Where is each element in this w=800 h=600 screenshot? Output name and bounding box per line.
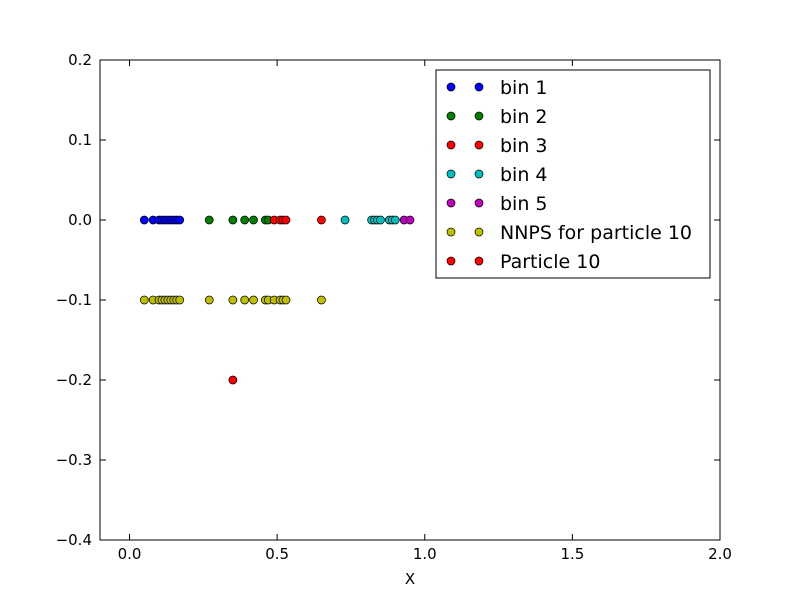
legend-marker [446,140,456,150]
legend-label: bin 2 [500,106,548,128]
data-points [139,215,415,385]
y-tick-label: −0.4 [56,531,92,549]
x-tick-label: 2.0 [708,545,732,563]
legend-marker [474,140,484,150]
data-point-series-1 [139,215,149,225]
data-point-series-7 [228,375,238,385]
legend-marker [446,256,456,266]
data-point-series-6 [249,295,258,305]
y-tick-label: 0.0 [68,211,92,229]
x-tick-label: 0.5 [265,545,289,563]
data-point-series-2 [249,215,258,225]
data-point-series-2 [228,215,238,225]
data-point-series-6 [240,295,250,305]
data-point-series-6 [204,295,214,305]
data-point-series-4 [376,215,385,225]
legend-marker [446,198,456,208]
y-tick-label: −0.3 [56,451,92,469]
legend-marker [474,227,484,237]
data-point-series-6 [317,295,326,305]
data-point-series-6 [281,295,291,305]
axis-ticks: 0.0 0.5 1.0 1.5 2.0 0.2 0.1 0.0 −0.1 −0.2 −0.3 −0.4 [56,51,732,563]
data-point-series-6 [175,295,185,305]
legend-marker [446,111,456,121]
legend-label: bin 4 [500,164,548,186]
legend-marker [474,256,484,266]
y-tick-label: −0.1 [56,291,92,309]
x-tick-label: 0.0 [118,545,142,563]
legend-label: bin 3 [500,135,548,157]
legend-marker [446,82,456,92]
legend-marker [446,169,456,179]
data-point-series-2 [240,215,250,225]
legend: bin 1 bin 2 bin 3 bin 4 bin 5 NNPS for partic… [435,69,711,279]
legend-label: Particle 10 [500,251,600,273]
data-point-series-4 [340,215,350,225]
data-point-series-4 [390,215,400,225]
legend-label: bin 5 [500,193,548,215]
legend-marker [474,111,484,121]
data-point-series-2 [204,215,214,225]
x-axis-label: X [405,570,415,588]
data-point-series-5 [405,215,415,225]
y-tick-label: 0.1 [68,131,92,149]
data-point-series-6 [139,295,149,305]
data-point-series-1 [175,215,185,225]
data-point-series-3 [317,215,326,225]
y-tick-label: 0.2 [68,51,92,69]
legend-label: bin 1 [500,77,548,99]
legend-marker [446,227,456,237]
legend-marker [474,198,484,208]
data-point-series-6 [228,295,238,305]
x-tick-label: 1.5 [560,545,584,563]
x-tick-label: 1.0 [413,545,437,563]
legend-label: NNPS for particle 10 [500,222,692,244]
y-tick-label: −0.2 [56,371,92,389]
data-point-series-3 [281,215,291,225]
legend-marker [474,169,484,179]
legend-marker [474,82,484,92]
